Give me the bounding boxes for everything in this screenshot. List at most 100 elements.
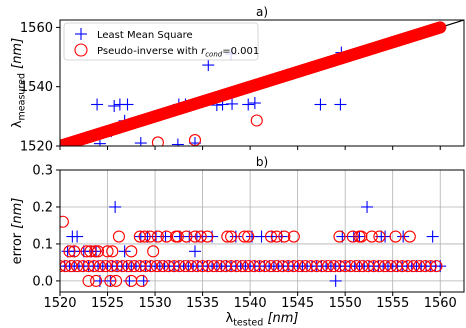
panel-b-pinv-point [270,230,283,243]
panel-a-plot-area [60,21,447,146]
panel-b-pinv-point [287,230,300,243]
panel-b-title: b) [256,155,268,169]
panel-b-pinv-point [373,230,386,243]
panel-b-pinv-point [151,230,164,243]
panel-b-pinv-point [125,245,138,258]
panel-b-y-ticks: 0.0 0.1 0.2 0.3 [32,164,60,289]
panel-a-frame [59,19,465,147]
panel-b-pinv-point [242,230,255,243]
panel-b-pinv-point [403,230,416,243]
panel-b-lms-point [109,200,122,213]
panel-b-y-tick-label: 0.3 [32,164,53,179]
panel-a-lms-outlier [334,98,347,111]
panel-a-pinv-outlier [151,136,164,146]
panel-a-lms-outlier [134,137,147,146]
panel-b-lms-point [336,230,349,243]
panel-b: b) 0.0 0.1 0.2 0.3 1520 1525 1530 1535 1540 1545… [10,155,465,328]
panel-b-lms-point [206,230,219,243]
panel-b-lms-point [71,230,84,243]
panel-b-x-tick-label: 1550 [329,296,362,311]
panel-b-lms-point [137,274,150,287]
panel-b-lms-point [188,245,201,258]
panel-b-pinv-point [144,230,157,243]
panel-b-pinv-point [221,230,234,243]
panel-b-x-label: λtested [nm] [225,311,298,328]
panel-b-y-tick-label: 0.1 [32,237,53,252]
panel-b-y-tick-label: 0.0 [32,274,53,289]
panel-a: a) 1520 1540 1560 λmeasured [nm] Least Mea… [10,5,465,155]
panel-a-y-tick-label: 1540 [20,80,53,95]
panel-b-lms-point [229,230,242,243]
panel-b-pinv-point [90,274,103,287]
panel-a-x-ticks [59,146,441,150]
panel-b-x-tick-label: 1525 [91,296,124,311]
panel-a-lms-outlier [171,138,184,146]
panel-b-pinv-point [68,245,81,258]
panel-b-pinv-point [84,245,97,258]
panel-b-lms-point [361,200,374,213]
panel-b-x-tick-label: 1520 [43,296,76,311]
panel-b-pinv-point [333,230,346,243]
panel-b-pinv-point [365,230,378,243]
panel-a-y-label: λmeasured [nm] [10,38,28,128]
panel-b-pinv-point [278,230,291,243]
panel-b-plot-area [60,200,447,287]
panel-b-x-tick-label: 1540 [234,296,267,311]
panel-b-pinv-point [104,274,117,287]
panel-b-pinv-point [147,245,160,258]
panel-a-pinv-outlier [250,114,263,127]
panel-b-y-tick-label: 0.2 [32,200,53,215]
legend-plus-marker [75,28,87,40]
panel-b-lms-point [397,230,410,243]
panel-b-pinv-point [201,230,214,243]
panel-b-lms-point [275,230,288,243]
panel-a-pinv-point [434,21,447,34]
panel-b-pinv-point [135,274,148,287]
panel-b-y-label: error [nm] [10,198,25,265]
panel-b-pinv-point [91,245,105,258]
panel-b-x-tick-label: 1545 [281,296,314,311]
panel-a-lms-outlier [108,99,121,112]
panel-a-lms-outlier [314,98,327,111]
panel-b-pinv-point [346,230,359,243]
legend-label-pseudo-inverse: Pseudo-inverse with rcond=0.001 [97,46,259,59]
panel-b-lms-point [118,245,131,258]
panel-a-title: a) [256,5,268,19]
panel-a-lms-outlier [242,98,255,111]
panel-b-x-tick-label: 1530 [139,296,172,311]
panel-b-pinv-point [264,230,278,243]
panel-b-lms-point [426,230,439,243]
panel-a-legend: Least Mean Square Pseudo-inverse with rc… [63,22,259,61]
panel-b-pinv-point [169,230,183,243]
panel-b-x-tick-label: 1535 [186,296,219,311]
panel-b-lms-point [123,274,136,287]
panel-b-pinv-point [225,230,238,243]
panel-b-pinv-point [194,230,207,243]
legend-frame [63,22,259,61]
panel-a-y-tick-label: 1520 [20,140,53,155]
panel-a-lms-outlier [202,59,215,72]
panel-b-pinv-point [106,245,119,258]
panel-a-lms-outlier [226,97,239,110]
panel-b-x-tick-label: 1560 [424,296,457,311]
panel-b-pinv-point [112,230,125,243]
panel-b-frame [59,169,465,293]
panel-b-pinv-point [389,230,402,243]
panel-b-pinv-point [89,245,102,258]
legend-circle-marker [74,43,88,57]
panel-b-lms-point [329,274,342,287]
panel-a-lms-outlier [121,98,134,111]
panel-b-x-tick-label: 1555 [376,296,409,311]
panel-a-lms-outlier [91,98,104,111]
panel-b-pinv-point [424,260,437,273]
panel-b-pinv-point [188,230,202,243]
panel-b-pinv-point [60,215,69,228]
panel-a-y-tick-label: 1560 [20,21,53,36]
panel-b-pinv-point [63,245,76,258]
panel-b-x-ticks: 1520 1525 1530 1535 1540 1545 1550 1555 1560 [43,292,457,311]
panel-b-pinv-point [238,230,251,243]
panel-a-lms-outlier [248,97,261,110]
panel-a-y-ticks: 1520 1540 1560 [20,21,60,155]
panel-b-pinv-point [101,245,114,258]
